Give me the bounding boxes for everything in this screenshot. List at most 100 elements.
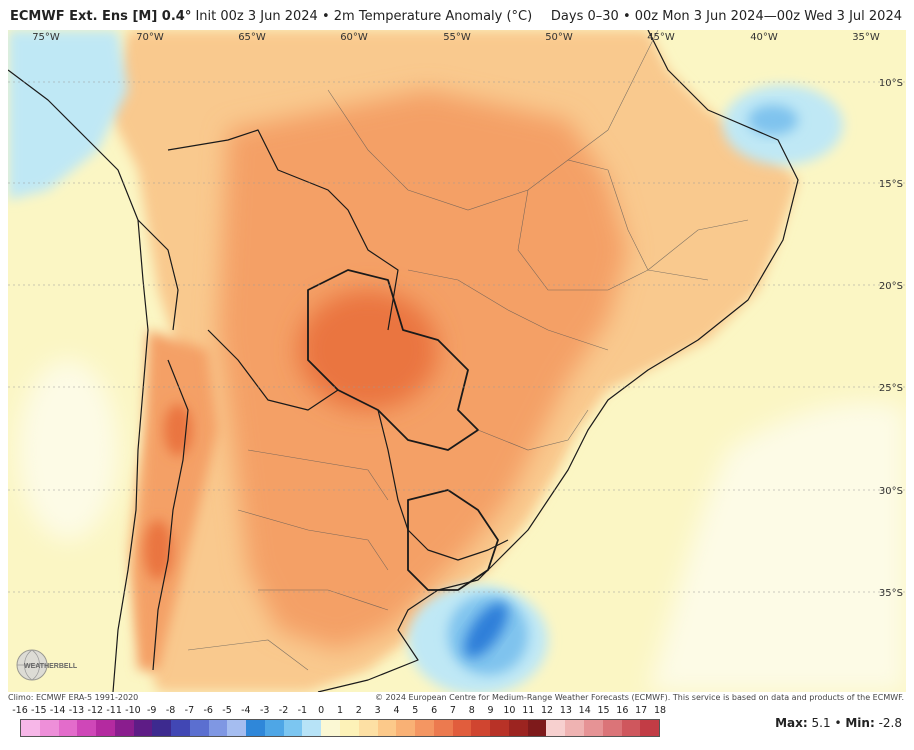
cool-northeast-core [748, 105, 798, 135]
colorbar-label: 1 [336, 705, 344, 716]
state-line [477, 409, 589, 451]
copyright-note: © 2024 European Centre for Medium-Range … [375, 693, 904, 702]
colorbar-label: -2 [278, 705, 289, 716]
atlantic-pale-zone [648, 402, 906, 692]
colorbar-label: -15 [31, 705, 47, 716]
colorbar-label: 7 [449, 705, 456, 716]
colorbar-label: 14 [578, 705, 591, 716]
state-line [258, 589, 389, 611]
colorbar-swatch [546, 720, 566, 736]
hot-core-chaco [298, 290, 438, 410]
colorbar-swatch [152, 720, 172, 736]
colorbar: -16 -15 -14 -13 -12 -11 -10 -9 -8 -7 -6 -5 -4 -3 -2 -1 0… [12, 705, 666, 737]
colorbar-swatch [358, 720, 378, 736]
colorbar-swatch [640, 720, 660, 736]
colorbar-label: -13 [68, 705, 85, 716]
map-canvas: 75°W 70°W 65°W 60°W 55°W 50°W 45°W 40°W … [8, 30, 906, 692]
colorbar-label: 0 [318, 705, 325, 716]
state-line [187, 639, 309, 671]
colorbar-swatch [114, 720, 134, 736]
coastline-atlantic [317, 30, 799, 692]
lon-label: 70°W [136, 32, 164, 43]
colorbar-swatch [264, 720, 284, 736]
colorbar-label: -10 [125, 705, 141, 716]
colorbar-swatch [471, 720, 491, 736]
colorbar-swatch [565, 720, 584, 736]
state-line [517, 189, 709, 291]
coastline-pacific [8, 69, 149, 692]
colorbar-label: 8 [468, 705, 475, 716]
header-bar: ECMWF Ext. Ens [M] 0.4° Init 00z 3 Jun 2… [0, 0, 914, 30]
max-label: Max: [775, 716, 808, 730]
state-line [237, 509, 389, 571]
lon-label: 40°W [750, 32, 778, 43]
colorbar-label: -1 [297, 705, 308, 716]
colorbar-label: 15 [597, 705, 610, 716]
state-line [407, 269, 609, 351]
colorbar-swatch [208, 720, 228, 736]
model-name: ECMWF Ext. Ens [M] 0.4° [10, 9, 192, 24]
latitude-labels: 10°S 15°S 20°S 25°S 30°S 35°S [879, 78, 903, 599]
border-brazil-bolivia [167, 129, 399, 331]
border-argentina [207, 329, 509, 561]
colorbar-swatch [321, 720, 341, 736]
lat-label: 20°S [879, 281, 903, 292]
field-name: 2m Temperature Anomaly (°C) [333, 9, 533, 24]
colorbar-label: 12 [541, 705, 554, 716]
colorbar-swatch [189, 720, 209, 736]
colorbar-label: 18 [653, 705, 667, 716]
colorbar-label: -14 [49, 705, 66, 716]
lon-label: 60°W [340, 32, 368, 43]
colorbar-swatch [21, 720, 40, 736]
logo-globe-lines [17, 649, 47, 681]
colorbar-swatch [452, 720, 472, 736]
colorbar-label: 11 [522, 705, 535, 716]
lon-label: 35°W [852, 32, 880, 43]
lat-label: 25°S [879, 383, 903, 394]
lat-label: 10°S [879, 78, 903, 89]
init-time: Init 00z 3 Jun 2024 [195, 9, 318, 24]
colorbar-swatch [39, 720, 59, 736]
border-chile-argentina [152, 359, 189, 671]
longitude-labels: 75°W 70°W 65°W 60°W 55°W 50°W 45°W 40°W … [32, 32, 880, 43]
colorbar-label: 16 [616, 705, 629, 716]
colorbar-label: -9 [147, 705, 157, 716]
weatherbell-logo: WEATHERBELL [16, 649, 78, 681]
cool-atlantic-core [464, 602, 508, 658]
colorbar-label: -8 [165, 705, 176, 716]
colorbar-label: -3 [259, 705, 270, 716]
colorbar-swatch [246, 720, 265, 736]
colorbar-swatch [433, 720, 453, 736]
colorbar-label: -5 [222, 705, 232, 716]
colorbar-swatch [171, 720, 190, 736]
border-peru-bolivia [137, 219, 179, 331]
borders [8, 30, 799, 692]
colorbar-label: 5 [412, 705, 419, 716]
colorbar-label: 3 [374, 705, 381, 716]
colorbar-swatch [508, 720, 528, 736]
cool-pacific-patch [18, 360, 118, 540]
valid-period: Days 0–30 • 00z Mon 3 Jun 2024—00z Wed 3… [550, 9, 902, 24]
min-value: -2.8 [878, 716, 902, 730]
colorbar-swatch [96, 720, 115, 736]
colorbar-label: -6 [203, 705, 213, 716]
colorbar-label: 13 [559, 705, 572, 716]
colorbar-label: -12 [87, 705, 104, 716]
title-separator: • [321, 9, 330, 24]
hot-spot-andes [144, 520, 172, 580]
colorbar-label: 10 [503, 705, 516, 716]
colorbar-swatch [583, 720, 603, 736]
border-uruguay [407, 489, 499, 591]
state-line [567, 30, 659, 161]
colorbar-swatch [283, 720, 303, 736]
colorbar-label: 4 [393, 705, 400, 716]
colorbar-swatch [227, 720, 247, 736]
logo-text: WEATHERBELL [24, 663, 78, 670]
colorbar-label: -7 [184, 705, 195, 716]
lat-label: 30°S [879, 486, 903, 497]
colorbar-labels: -16 -15 -14 -13 -12 -11 -10 -9 -8 -7 -6 -5 -4 -3 -2 -1 0… [12, 705, 666, 719]
min-label: Min: [845, 716, 875, 730]
stats-separator: • [834, 716, 842, 730]
colorbar-swatch [77, 720, 97, 736]
colorbar-swatches [20, 719, 660, 737]
